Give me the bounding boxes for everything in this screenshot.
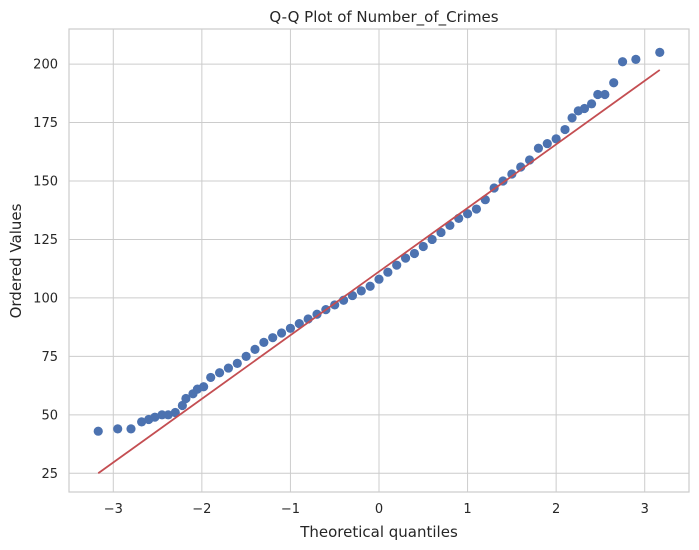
data-point [150, 412, 160, 422]
data-point [199, 382, 209, 392]
data-point [609, 78, 619, 88]
data-point [427, 234, 437, 245]
y-tick-label: 50 [41, 408, 58, 423]
x-tick-label: 0 [375, 502, 383, 517]
data-point [617, 57, 628, 67]
x-tick-label: 1 [463, 502, 471, 517]
data-point [533, 143, 544, 153]
data-point [600, 89, 610, 100]
data-point [312, 309, 322, 319]
data-point [170, 407, 180, 418]
data-point [631, 54, 641, 64]
data-point [137, 417, 147, 427]
data-point [655, 47, 665, 57]
y-tick-label: 125 [33, 233, 58, 248]
data-point [177, 400, 187, 411]
data-point [567, 113, 577, 123]
data-point [586, 99, 597, 109]
y-tick-label: 175 [33, 116, 58, 131]
data-point [462, 209, 473, 219]
x-tick-label: 2 [552, 502, 560, 517]
data-point [560, 124, 570, 135]
data-point [356, 286, 366, 296]
data-point [400, 253, 411, 263]
data-point [507, 169, 517, 179]
x-tick-label: 3 [641, 502, 649, 517]
data-point [294, 319, 304, 329]
data-point [285, 323, 296, 333]
data-point [268, 333, 278, 343]
data-point [241, 351, 251, 361]
data-point [276, 328, 287, 338]
data-point [113, 424, 123, 434]
data-point [250, 344, 260, 354]
x-axis-label: Theoretical quantiles [299, 523, 458, 541]
data-point [374, 274, 384, 284]
y-tick-labels: 25 50 75 100 125 150 175 200 [33, 58, 58, 482]
x-tick-labels: −3 −2 −1 0 1 2 3 [104, 502, 649, 517]
y-tick-label: 100 [33, 291, 58, 306]
data-point [232, 358, 242, 368]
data-point [436, 227, 446, 238]
data-point [409, 248, 420, 259]
data-point [259, 337, 269, 347]
data-point [223, 363, 234, 373]
y-tick-label: 150 [33, 174, 58, 189]
data-point [579, 103, 590, 114]
data-point [392, 260, 402, 270]
y-tick-label: 200 [33, 58, 58, 73]
data-point [471, 204, 482, 214]
data-point [206, 372, 216, 383]
data-point [383, 267, 393, 277]
chart-title: Q-Q Plot of Number_of_Crimes [269, 8, 498, 27]
y-tick-label: 75 [41, 350, 58, 365]
data-point [181, 393, 191, 404]
data-point [593, 89, 603, 100]
plot-frame [68, 28, 690, 493]
data-point [542, 138, 552, 149]
x-tick-label: −2 [192, 502, 211, 517]
x-tick-label: −1 [281, 502, 300, 517]
x-tick-label: −3 [104, 502, 123, 517]
y-axis-label: Ordered Values [7, 203, 25, 318]
data-point [126, 424, 136, 434]
reference-line [97, 69, 661, 475]
data-point [93, 426, 103, 436]
data-point [365, 281, 375, 291]
data-point [163, 410, 173, 420]
data-point [214, 368, 225, 378]
data-point [551, 134, 561, 144]
y-tick-label: 25 [41, 467, 58, 482]
data-point [418, 241, 428, 252]
